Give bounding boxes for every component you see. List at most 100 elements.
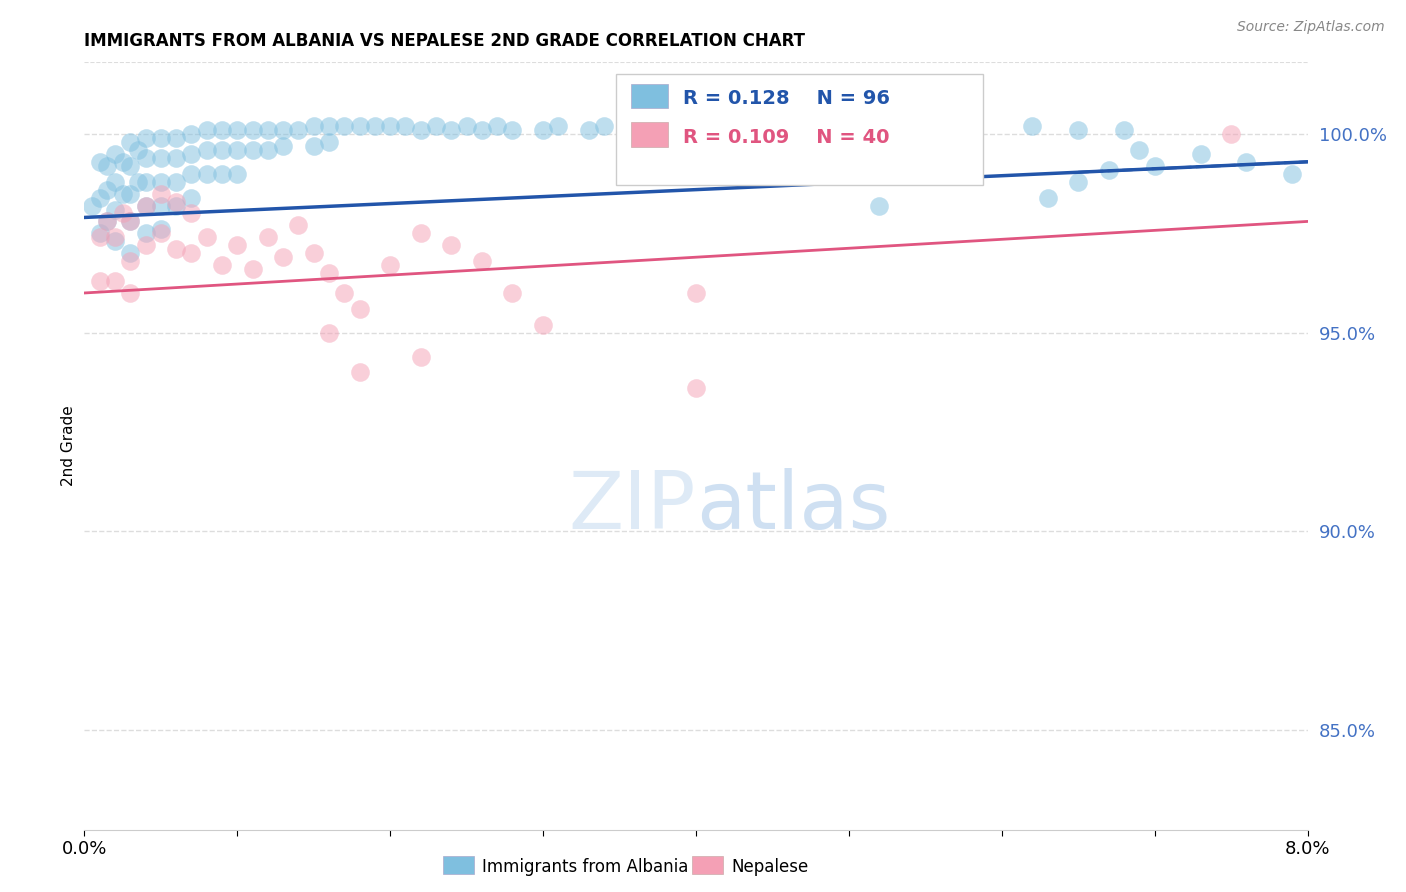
Point <box>120 214 142 228</box>
Point <box>380 119 402 133</box>
Point <box>685 285 707 300</box>
Point <box>80 198 103 212</box>
Point <box>685 381 707 395</box>
Point <box>165 131 187 145</box>
Point <box>838 123 860 137</box>
Point <box>120 159 142 173</box>
Text: Nepalese: Nepalese <box>731 858 808 876</box>
Point <box>302 139 325 153</box>
Bar <box>631 122 668 147</box>
Point <box>226 167 249 181</box>
Point <box>104 230 127 244</box>
Point <box>104 175 127 189</box>
Point <box>792 123 814 137</box>
Point <box>1098 162 1121 177</box>
Point <box>135 198 157 212</box>
Text: R = 0.128    N = 96: R = 0.128 N = 96 <box>682 89 890 108</box>
Point <box>531 318 554 332</box>
Point <box>104 235 127 249</box>
Point <box>165 242 187 256</box>
Text: R = 0.109    N = 40: R = 0.109 N = 40 <box>682 128 889 146</box>
Text: atlas: atlas <box>696 468 890 547</box>
Bar <box>616 74 983 186</box>
Point <box>669 119 692 133</box>
Point <box>440 123 463 137</box>
Point <box>578 123 600 137</box>
Point <box>1021 119 1043 133</box>
Point <box>349 119 371 133</box>
Point <box>211 143 233 157</box>
Point <box>96 159 118 173</box>
Point <box>333 119 356 133</box>
Point <box>135 151 157 165</box>
Point <box>89 154 111 169</box>
Point <box>165 194 187 209</box>
Point <box>409 227 432 241</box>
Point <box>165 175 187 189</box>
Point <box>1236 154 1258 169</box>
Point <box>287 219 309 233</box>
Point <box>869 119 891 133</box>
Point <box>120 214 142 228</box>
Point <box>211 123 233 137</box>
Y-axis label: 2nd Grade: 2nd Grade <box>60 406 76 486</box>
Point <box>502 285 524 300</box>
Point <box>104 274 127 288</box>
Point <box>149 186 172 201</box>
Text: Immigrants from Albania: Immigrants from Albania <box>482 858 689 876</box>
Point <box>127 175 149 189</box>
Point <box>120 254 142 268</box>
Point <box>135 238 157 252</box>
Point <box>120 135 142 149</box>
Point <box>456 119 478 133</box>
Point <box>180 246 202 260</box>
Point <box>287 123 309 137</box>
Point <box>1067 123 1090 137</box>
Point <box>257 230 280 244</box>
Point <box>96 214 118 228</box>
Point <box>211 258 233 272</box>
Point <box>180 206 202 220</box>
Point <box>502 123 524 137</box>
Point <box>302 246 325 260</box>
Point <box>165 198 187 212</box>
Point <box>471 123 494 137</box>
Point <box>149 151 172 165</box>
Point <box>960 123 983 137</box>
Point <box>195 230 218 244</box>
Point <box>135 175 157 189</box>
Point <box>318 135 340 149</box>
Point <box>195 123 218 137</box>
Point <box>318 266 340 280</box>
Point <box>425 119 447 133</box>
Point <box>149 222 172 236</box>
Point <box>349 301 371 316</box>
Point <box>135 227 157 241</box>
Point <box>195 167 218 181</box>
Point <box>180 146 202 161</box>
Point <box>1067 175 1090 189</box>
Point <box>547 119 569 133</box>
Bar <box>631 84 668 109</box>
Point <box>149 227 172 241</box>
Point <box>111 154 134 169</box>
Point <box>1036 191 1059 205</box>
Point <box>104 202 127 217</box>
Point <box>731 123 754 137</box>
Point <box>180 167 202 181</box>
Point <box>226 238 249 252</box>
Point <box>624 123 647 137</box>
Point <box>1143 159 1166 173</box>
Point <box>440 238 463 252</box>
Point <box>349 366 371 380</box>
Point <box>700 123 723 137</box>
Point <box>195 143 218 157</box>
Point <box>394 119 416 133</box>
Point <box>242 123 264 137</box>
Point <box>318 326 340 340</box>
Point <box>242 262 264 277</box>
Point <box>380 258 402 272</box>
Text: Source: ZipAtlas.com: Source: ZipAtlas.com <box>1237 20 1385 34</box>
Point <box>149 131 172 145</box>
Point <box>135 131 157 145</box>
